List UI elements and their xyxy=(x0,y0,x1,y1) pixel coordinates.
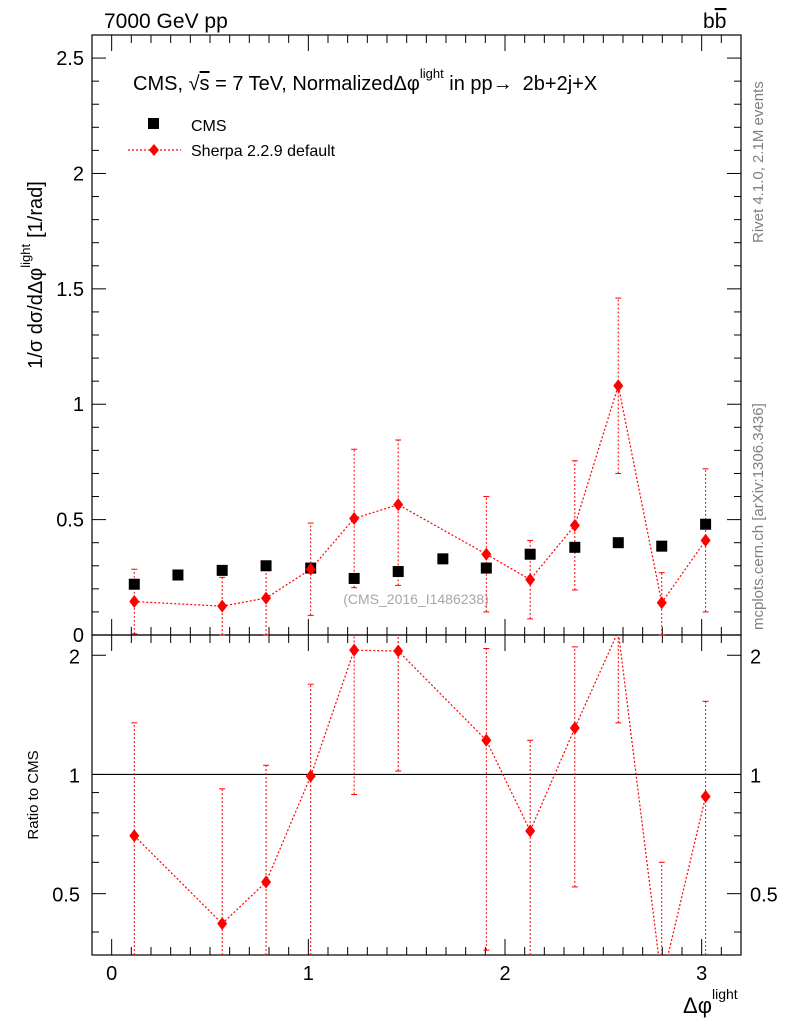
rivet-label: Rivet 4.1.0, 2.1M events xyxy=(750,81,767,243)
main-ylabel-main: 1/σ dσ/dΔφ xyxy=(25,268,47,369)
main-ytick-label: 2.5 xyxy=(56,48,84,70)
sherpa-point xyxy=(569,518,580,532)
main-ylabel: 1/σ dσ/dΔφlight [1/rad] xyxy=(18,181,47,369)
sherpa-point xyxy=(217,599,228,613)
header-energy: 7000 GeV pp xyxy=(104,10,228,33)
sherpa-point xyxy=(305,562,316,576)
cms-point xyxy=(172,569,184,581)
ratio-ytick-label-right: 1 xyxy=(750,765,761,787)
plot-title: CMS, √s = 7 TeV, NormalizedΔφlight in pp… xyxy=(133,66,597,95)
title-part-a: CMS, xyxy=(133,73,189,95)
sherpa-point xyxy=(525,573,536,587)
ratio-point xyxy=(261,875,272,889)
title-sqrt: √ xyxy=(189,73,200,95)
xlabel-sup: light xyxy=(712,986,738,1002)
cms-point xyxy=(700,518,712,530)
cms-point xyxy=(216,564,228,576)
title-part-d: 2b+2j+X xyxy=(523,73,598,95)
cms-point xyxy=(569,541,581,553)
header-process: bb xyxy=(703,10,726,33)
main-ytick-label: 2 xyxy=(73,163,84,185)
main-ytick-label: 0 xyxy=(73,625,84,647)
main-ytick-label: 1 xyxy=(73,394,84,416)
legend-marker-sherpa xyxy=(149,144,159,156)
cms-point xyxy=(260,560,272,572)
xtick-label: 0 xyxy=(106,963,117,985)
analysis-watermark: (CMS_2016_I1486238) xyxy=(343,591,489,607)
sherpa-point xyxy=(481,547,492,561)
mcplots-label: mcplots.cern.ch [arXiv:1306.3436] xyxy=(750,403,767,630)
main-axis-ticks: 0 0.5 1 1.5 2 2.5 xyxy=(56,34,742,647)
ratio-ytick-label: 1 xyxy=(69,765,80,787)
main-frame xyxy=(91,34,742,636)
title-sup: light xyxy=(420,66,444,81)
ratio-point xyxy=(481,733,492,747)
ratio-point xyxy=(569,721,580,735)
ratio-series-marks xyxy=(129,635,711,955)
ratio-point xyxy=(700,789,711,803)
main-ytick-label: 0.5 xyxy=(56,510,84,532)
ratio-frame xyxy=(91,634,742,956)
cms-point xyxy=(128,578,140,590)
sherpa-point xyxy=(700,533,711,547)
cms-point xyxy=(524,548,536,560)
cms-point xyxy=(612,537,624,549)
legend-label-sherpa: Sherpa 2.2.9 default xyxy=(191,143,336,160)
ratio-axis-ticks: 0.5 0.5 1 1 2 2 0 1 2 3 xyxy=(52,635,778,985)
legend-label-cms: CMS xyxy=(191,118,227,135)
title-arrow: → xyxy=(493,73,513,95)
ratio-ytick-label: 2 xyxy=(69,646,80,668)
header-process-bbar: b xyxy=(715,10,727,33)
title-phi: Δφ xyxy=(394,73,420,95)
main-series-marks xyxy=(128,297,712,636)
ratio-ylabel: Ratio to CMS xyxy=(25,750,42,839)
sherpa-point xyxy=(349,511,360,525)
title-part-b: = 7 TeV, Normalized xyxy=(210,73,394,95)
xtick-label: 3 xyxy=(696,963,707,985)
title-part-c: in pp xyxy=(444,73,493,95)
sherpa-point xyxy=(261,591,272,605)
ratio-point xyxy=(129,829,140,843)
sherpa-point xyxy=(613,379,624,393)
title-s: s xyxy=(200,73,210,95)
xtick-label: 1 xyxy=(303,963,314,985)
xlabel: Δφlight xyxy=(683,986,738,1018)
ratio-point xyxy=(525,824,536,838)
cms-point xyxy=(656,540,668,552)
cms-point xyxy=(480,562,492,574)
sherpa-point xyxy=(656,596,667,610)
sherpa-point xyxy=(129,595,140,609)
cms-point xyxy=(392,566,404,578)
ratio-series-line xyxy=(133,635,707,955)
xtick-label: 2 xyxy=(499,963,510,985)
xlabel-main: Δφ xyxy=(683,993,712,1018)
ratio-point xyxy=(217,917,228,931)
ratio-ytick-label-right: 0.5 xyxy=(750,885,778,907)
ratio-point xyxy=(349,643,360,657)
sherpa-series-line xyxy=(134,385,707,607)
main-ylabel-sup: light xyxy=(18,244,33,268)
main-ytick-label: 1.5 xyxy=(56,279,84,301)
ratio-ytick-label-right: 2 xyxy=(750,646,761,668)
cms-point xyxy=(437,553,449,565)
ratio-point xyxy=(393,644,404,658)
legend-marker-cms xyxy=(148,118,159,129)
ratio-ytick-label: 0.5 xyxy=(52,885,80,907)
header-process-b: b xyxy=(703,10,715,33)
cms-point xyxy=(348,572,360,584)
ratio-point xyxy=(305,769,316,783)
sherpa-point xyxy=(393,498,404,512)
main-ylabel-unit: [1/rad] xyxy=(25,181,47,238)
